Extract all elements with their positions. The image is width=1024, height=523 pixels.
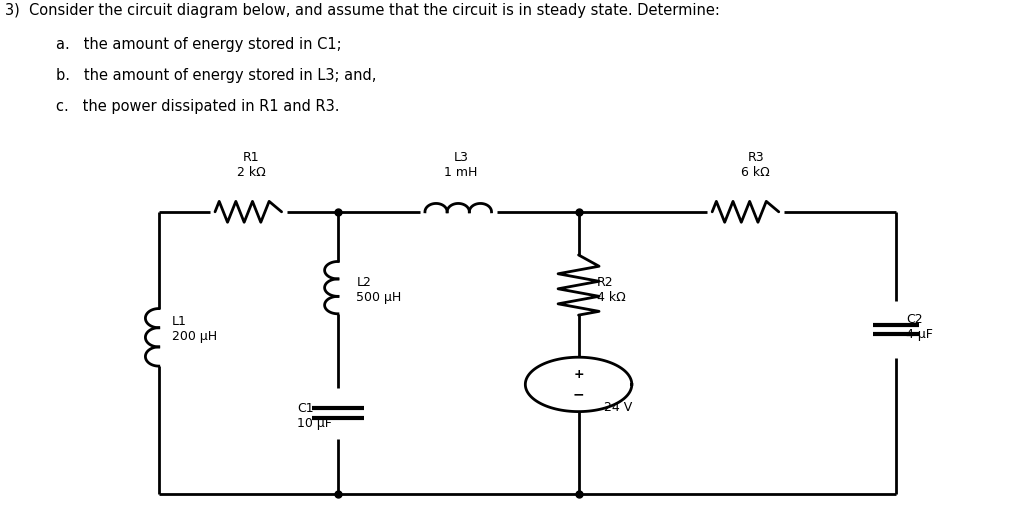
Text: b.   the amount of energy stored in L3; and,: b. the amount of energy stored in L3; an… (56, 68, 377, 83)
Text: c.   the power dissipated in R1 and R3.: c. the power dissipated in R1 and R3. (56, 99, 340, 115)
Text: −: − (572, 388, 585, 402)
Text: L1
200 μH: L1 200 μH (172, 315, 217, 344)
Text: R2
4 kΩ: R2 4 kΩ (597, 276, 626, 304)
Text: R1
2 kΩ: R1 2 kΩ (237, 151, 265, 179)
Text: C1
10 μF: C1 10 μF (297, 402, 332, 430)
Text: L3
1 mH: L3 1 mH (444, 151, 477, 179)
Text: L2
500 μH: L2 500 μH (356, 276, 401, 304)
Text: R3
6 kΩ: R3 6 kΩ (741, 151, 770, 179)
Text: a.   the amount of energy stored in C1;: a. the amount of energy stored in C1; (56, 37, 342, 52)
Text: 3)  Consider the circuit diagram below, and assume that the circuit is in steady: 3) Consider the circuit diagram below, a… (5, 3, 720, 18)
Text: C2
4 μF: C2 4 μF (906, 313, 933, 341)
Text: 24 V: 24 V (604, 402, 633, 414)
Text: +: + (573, 368, 584, 381)
